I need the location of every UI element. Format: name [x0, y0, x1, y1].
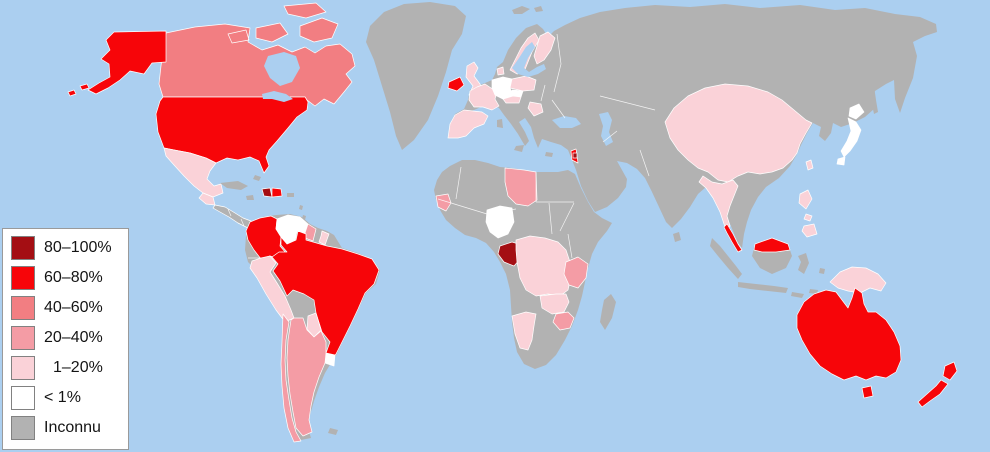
country-australia — [796, 287, 902, 399]
country-serbia — [527, 101, 544, 117]
country-new-guinea — [829, 266, 887, 294]
legend-label: Inconnu — [44, 419, 101, 436]
country-borders — [227, 33, 656, 259]
country-mexico — [163, 147, 224, 198]
country-france — [468, 83, 500, 111]
country-tanzania — [563, 256, 589, 289]
country-philippines — [798, 189, 818, 238]
country-novaya-zemlya — [592, 12, 620, 30]
country-sakhalin — [869, 86, 878, 114]
legend-swatch-lt1 — [11, 386, 35, 410]
legend-row: 60–80% — [11, 263, 128, 293]
legend: 80–100% 60–80% 40–60% 20–40% 1–20% < 1% … — [2, 228, 129, 450]
country-canada — [158, 2, 356, 107]
mediterranean-islands — [497, 119, 553, 157]
country-lesser-antilles — [299, 205, 306, 220]
legend-label: 40–60% — [44, 299, 103, 316]
legend-label: 20–40% — [44, 329, 103, 346]
country-malaysia-peninsular — [723, 223, 743, 253]
country-malaysia-borneo — [753, 237, 791, 253]
country-austria — [502, 95, 522, 104]
country-myanmar-thailand — [698, 175, 739, 231]
country-bahamas — [253, 175, 261, 181]
country-paraguay — [306, 312, 322, 338]
country-indonesia — [710, 238, 825, 298]
country-taiwan — [805, 159, 814, 171]
legend-swatch-unknown — [11, 416, 35, 440]
legend-row: Inconnu — [11, 413, 128, 443]
country-greenland — [366, 2, 466, 150]
country-peru — [249, 255, 295, 323]
legend-label: 1–20% — [53, 359, 103, 376]
country-french-guiana — [318, 230, 330, 246]
country-guatemala — [198, 192, 216, 206]
black-sea — [552, 116, 581, 128]
hudson-bay — [264, 52, 300, 86]
country-poland — [509, 75, 537, 92]
legend-swatch-20-40 — [11, 326, 35, 350]
legend-swatch-60-80 — [11, 266, 35, 290]
country-iceland — [434, 40, 452, 53]
legend-label: 80–100% — [44, 239, 112, 256]
country-usa — [67, 30, 309, 174]
country-spain-portugal — [447, 109, 489, 139]
country-japan — [836, 103, 865, 166]
country-sri-lanka — [673, 232, 681, 242]
legend-row: 20–40% — [11, 323, 128, 353]
legend-label: 60–80% — [44, 269, 103, 286]
country-jamaica — [246, 195, 254, 200]
country-venezuela — [275, 214, 309, 246]
country-svalbard — [512, 6, 543, 14]
country-dr-congo — [515, 235, 572, 297]
country-cuba — [220, 181, 248, 190]
country-argentina — [286, 317, 327, 437]
country-libya — [504, 167, 538, 207]
country-puerto-rico — [287, 193, 294, 197]
country-palestine — [572, 152, 578, 159]
baltic-sea — [512, 42, 546, 77]
country-guyana — [304, 223, 317, 242]
country-nigeria — [485, 205, 515, 239]
country-ireland — [447, 76, 465, 92]
country-denmark — [496, 66, 505, 76]
caspian-sea — [599, 112, 613, 146]
country-falkland-islands — [328, 428, 338, 435]
country-dominican-republic — [271, 187, 283, 198]
legend-swatch-1-20 — [11, 356, 35, 380]
legend-row: 80–100% — [11, 233, 128, 263]
country-china-mongolia — [664, 83, 813, 183]
country-zimbabwe — [552, 311, 575, 331]
legend-row: 1–20% — [11, 353, 128, 383]
legend-row: 40–60% — [11, 293, 128, 323]
country-madagascar — [600, 294, 616, 330]
country-finland — [533, 31, 556, 65]
great-lakes — [262, 91, 293, 102]
legend-swatch-40-60 — [11, 296, 35, 320]
country-zambia — [539, 293, 570, 315]
legend-label: < 1% — [44, 389, 81, 406]
country-senegal — [435, 193, 452, 212]
country-namibia — [511, 311, 537, 351]
country-brazil — [271, 230, 380, 363]
legend-row: < 1% — [11, 383, 128, 413]
legend-swatch-80-100 — [11, 236, 35, 260]
country-chile — [280, 313, 302, 443]
country-new-zealand — [917, 361, 958, 408]
